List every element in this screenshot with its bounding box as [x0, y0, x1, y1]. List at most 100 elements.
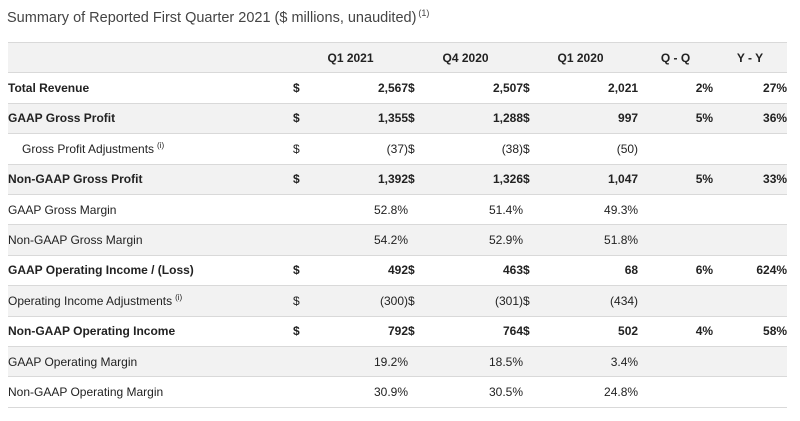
currency-symbol-cell: $ — [523, 72, 554, 104]
currency-symbol-cell — [523, 376, 554, 408]
row-label: GAAP Gross Profit — [8, 111, 116, 126]
currency-symbol-cell — [408, 194, 439, 226]
currency-symbol-cell: $ — [408, 285, 439, 317]
qoq-cell — [638, 285, 714, 317]
currency-symbol-cell: $ — [293, 72, 323, 104]
currency-symbol-cell: $ — [523, 133, 554, 165]
table-row: Non-GAAP Operating Margin 30.9% 30.5% 24.8% — [8, 376, 788, 408]
row-label: Operating Income Adjustments — [8, 294, 173, 309]
value-cell: (434) — [553, 285, 639, 317]
table-header-row: Q1 2021 Q4 2020 Q1 2020 Q - Q Y - Y — [8, 41, 788, 74]
currency-symbol-cell — [523, 194, 554, 226]
value-cell: 502 — [553, 316, 639, 347]
row-label-cell: GAAP Gross Profit — [8, 103, 293, 135]
currency-symbol-cell — [293, 224, 323, 256]
value-cell: 54.2% — [323, 224, 409, 256]
value-cell: 19.2% — [323, 346, 409, 378]
row-label: Gross Profit Adjustments — [22, 142, 155, 157]
yoy-cell: 58% — [713, 316, 788, 347]
yoy-cell — [713, 346, 788, 378]
yoy-cell — [713, 376, 788, 408]
currency-symbol-cell: $ — [293, 133, 323, 165]
qoq-cell — [638, 133, 714, 165]
value-cell: 1,392 — [323, 164, 409, 195]
currency-symbol-cell: $ — [523, 285, 554, 317]
table-row: Non-GAAP Gross Profit $1,392 $1,326 $1,047 5… — [8, 164, 788, 195]
value-cell: 463 — [438, 255, 524, 287]
yoy-cell — [713, 285, 788, 317]
value-cell: 1,047 — [553, 164, 639, 195]
financial-summary-table: Q1 2021 Q4 2020 Q1 2020 Q - Q Y - Y Tota… — [8, 41, 788, 408]
yoy-cell: 624% — [713, 255, 788, 287]
value-cell: 52.8% — [323, 194, 409, 226]
footnote-marker: (i) — [157, 141, 165, 151]
header-label-cell — [8, 41, 293, 74]
page-title: Summary of Reported First Quarter 2021 (… — [7, 8, 429, 26]
value-cell: (300) — [323, 285, 409, 317]
row-label: GAAP Gross Margin — [8, 202, 117, 217]
qoq-cell — [638, 346, 714, 378]
currency-symbol-cell: $ — [408, 103, 439, 135]
value-cell: 49.3% — [553, 194, 639, 226]
row-label-cell: Non-GAAP Gross Margin — [8, 224, 293, 256]
value-cell: 492 — [323, 255, 409, 287]
yoy-cell: 33% — [713, 164, 788, 195]
qoq-cell: 6% — [638, 255, 714, 287]
value-cell: 2,507 — [438, 72, 524, 104]
currency-symbol-cell: $ — [293, 285, 323, 317]
row-label: Non-GAAP Gross Profit — [8, 172, 143, 187]
currency-symbol-cell — [523, 346, 554, 378]
currency-symbol-cell: $ — [408, 133, 439, 165]
yoy-cell — [713, 194, 788, 226]
value-cell: 51.8% — [553, 224, 639, 256]
value-cell: (50) — [553, 133, 639, 165]
row-label-cell: Non-GAAP Operating Margin — [8, 376, 293, 408]
table-body: Total Revenue $2,567 $2,507 $2,021 2% 27% GAAP… — [8, 72, 788, 408]
value-cell: 1,355 — [323, 103, 409, 135]
row-label-cell: GAAP Gross Margin — [8, 194, 293, 226]
table-row: Operating Income Adjustments (i) $ (300) $ (3… — [8, 285, 788, 317]
row-label-cell: Gross Profit Adjustments (i) — [8, 133, 293, 165]
row-label: Non-GAAP Operating Income — [8, 324, 176, 339]
table-row: Non-GAAP Operating Income $792 $764 $502 4% 5… — [8, 316, 788, 347]
yoy-cell — [713, 224, 788, 256]
currency-symbol-cell: $ — [523, 316, 554, 347]
title-footnote-marker: (1) — [418, 8, 430, 18]
table-row: GAAP Operating Income / (Loss) $492 $463 $6… — [8, 255, 788, 287]
currency-symbol-cell: $ — [293, 164, 323, 195]
currency-symbol-cell: $ — [293, 316, 323, 347]
row-label: GAAP Operating Margin — [8, 354, 138, 369]
qoq-cell: 2% — [638, 72, 714, 104]
qoq-cell: 5% — [638, 164, 714, 195]
row-label-cell: Total Revenue — [8, 72, 293, 104]
row-label-cell: Non-GAAP Gross Profit — [8, 164, 293, 195]
currency-symbol-cell: $ — [408, 72, 439, 104]
value-cell: 792 — [323, 316, 409, 347]
value-cell: 764 — [438, 316, 524, 347]
row-label: Non-GAAP Operating Margin — [8, 384, 164, 399]
row-label-cell: Operating Income Adjustments (i) — [8, 285, 293, 317]
currency-symbol-cell: $ — [293, 103, 323, 135]
value-cell: 1,326 — [438, 164, 524, 195]
row-label-cell: Non-GAAP Operating Income — [8, 316, 293, 347]
value-cell: (38) — [438, 133, 524, 165]
table-row: GAAP Gross Margin 52.8% 51.4% 49.3% — [8, 194, 788, 226]
qoq-cell — [638, 224, 714, 256]
title-text: Summary of Reported First Quarter 2021 (… — [7, 10, 417, 26]
value-cell: (37) — [323, 133, 409, 165]
table-row: Non-GAAP Gross Margin 54.2% 52.9% 51.8% — [8, 224, 788, 256]
yoy-cell: 36% — [713, 103, 788, 135]
value-cell: 30.5% — [438, 376, 524, 408]
value-cell: 51.4% — [438, 194, 524, 226]
row-label: Total Revenue — [8, 81, 90, 96]
currency-symbol-cell — [408, 346, 439, 378]
yoy-cell: 27% — [713, 72, 788, 104]
value-cell: 18.5% — [438, 346, 524, 378]
currency-symbol-cell — [523, 224, 554, 256]
qoq-cell: 5% — [638, 103, 714, 135]
currency-symbol-cell: $ — [408, 316, 439, 347]
row-label: GAAP Operating Income / (Loss) — [8, 263, 194, 278]
value-cell: 1,288 — [438, 103, 524, 135]
qoq-cell — [638, 194, 714, 226]
table-row: Total Revenue $2,567 $2,507 $2,021 2% 27% — [8, 72, 788, 104]
